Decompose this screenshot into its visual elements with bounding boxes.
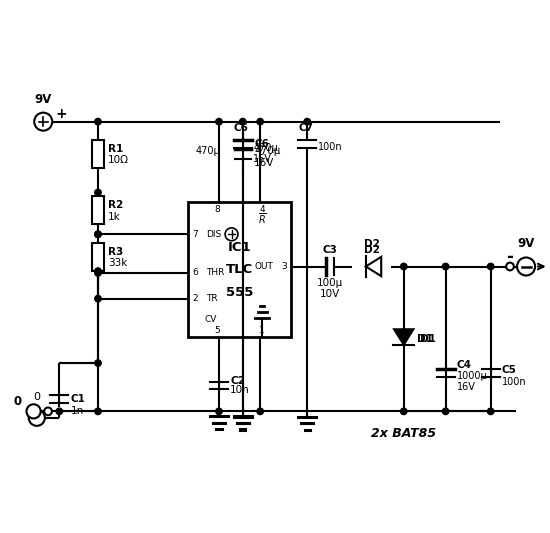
Text: $\overline{R}$: $\overline{R}$	[258, 212, 267, 227]
Text: D1: D1	[420, 334, 436, 344]
Text: 1: 1	[259, 326, 265, 335]
Bar	[188, 202, 291, 337]
Text: R2: R2	[108, 200, 123, 211]
Circle shape	[95, 189, 101, 196]
Circle shape	[95, 231, 101, 238]
Circle shape	[442, 263, 449, 270]
Circle shape	[257, 408, 263, 415]
Text: 0: 0	[34, 413, 40, 423]
Text: C7: C7	[298, 123, 313, 133]
Text: 0: 0	[13, 395, 21, 408]
Polygon shape	[394, 329, 414, 345]
Circle shape	[400, 263, 407, 270]
Text: 9V: 9V	[518, 237, 535, 251]
Text: 16V: 16V	[457, 382, 476, 392]
Text: 4: 4	[259, 205, 265, 214]
Text: 555: 555	[226, 286, 254, 299]
Text: 7: 7	[192, 230, 198, 239]
Text: R1: R1	[108, 144, 123, 154]
Text: 3: 3	[281, 262, 287, 271]
Text: C6: C6	[254, 139, 269, 149]
Text: +: +	[56, 107, 67, 120]
Circle shape	[506, 263, 514, 270]
Circle shape	[34, 112, 52, 131]
Circle shape	[26, 404, 41, 418]
Text: 2x BAT85: 2x BAT85	[371, 427, 436, 440]
Text: CV: CV	[204, 315, 217, 324]
Circle shape	[517, 257, 535, 276]
Circle shape	[257, 118, 263, 125]
Text: OUT: OUT	[255, 262, 273, 271]
Text: D1: D1	[417, 334, 432, 344]
Circle shape	[216, 118, 222, 125]
Text: C5: C5	[502, 365, 517, 375]
Text: 8: 8	[214, 205, 220, 214]
Circle shape	[56, 408, 63, 415]
Text: TR: TR	[206, 294, 217, 303]
Text: 10Ω: 10Ω	[108, 155, 129, 165]
Text: 2: 2	[192, 294, 198, 303]
Text: C1: C1	[70, 394, 85, 404]
Circle shape	[29, 410, 45, 426]
Text: TLC: TLC	[226, 263, 253, 276]
Circle shape	[95, 268, 101, 274]
Text: R3: R3	[108, 247, 123, 257]
Circle shape	[487, 408, 494, 415]
Text: 1000μ: 1000μ	[457, 371, 488, 381]
Circle shape	[240, 118, 246, 125]
Text: D2: D2	[364, 239, 379, 249]
Circle shape	[95, 408, 101, 415]
Text: 470μ: 470μ	[196, 146, 221, 156]
Circle shape	[95, 268, 101, 274]
Text: 100n: 100n	[317, 142, 342, 152]
Text: 5: 5	[214, 326, 220, 335]
Text: 10n: 10n	[230, 385, 250, 395]
Text: 470μ: 470μ	[253, 143, 278, 153]
Text: 33k: 33k	[108, 259, 127, 268]
Circle shape	[95, 270, 101, 276]
Text: 470μ
16V: 470μ 16V	[254, 146, 280, 168]
Circle shape	[442, 408, 449, 415]
Circle shape	[400, 408, 407, 415]
Text: C3: C3	[322, 245, 337, 255]
Text: 9V: 9V	[35, 93, 52, 106]
Circle shape	[216, 408, 222, 415]
Text: THR: THR	[206, 269, 224, 278]
Text: 100μ
10V: 100μ 10V	[317, 278, 343, 300]
Text: DIS: DIS	[206, 230, 221, 239]
Circle shape	[225, 228, 238, 241]
Text: 0: 0	[34, 392, 40, 402]
Text: 1k: 1k	[108, 212, 120, 222]
Text: IC1: IC1	[228, 241, 251, 254]
Polygon shape	[366, 257, 381, 276]
Circle shape	[487, 263, 494, 270]
Circle shape	[304, 118, 310, 125]
Bar	[92, 197, 104, 224]
Bar	[92, 140, 104, 167]
Bar	[92, 243, 104, 271]
Text: 16V: 16V	[253, 154, 272, 164]
Circle shape	[95, 231, 101, 238]
Text: 1n: 1n	[70, 406, 84, 416]
Text: 100n: 100n	[502, 377, 526, 387]
Text: C4: C4	[457, 360, 472, 370]
Circle shape	[95, 295, 101, 302]
Text: C2: C2	[230, 376, 245, 386]
Circle shape	[95, 118, 101, 125]
Circle shape	[44, 408, 52, 415]
Circle shape	[95, 360, 101, 366]
Text: -: -	[507, 248, 513, 266]
Text: 6: 6	[192, 269, 198, 278]
Text: D2: D2	[364, 245, 379, 255]
Text: C6: C6	[234, 123, 249, 133]
